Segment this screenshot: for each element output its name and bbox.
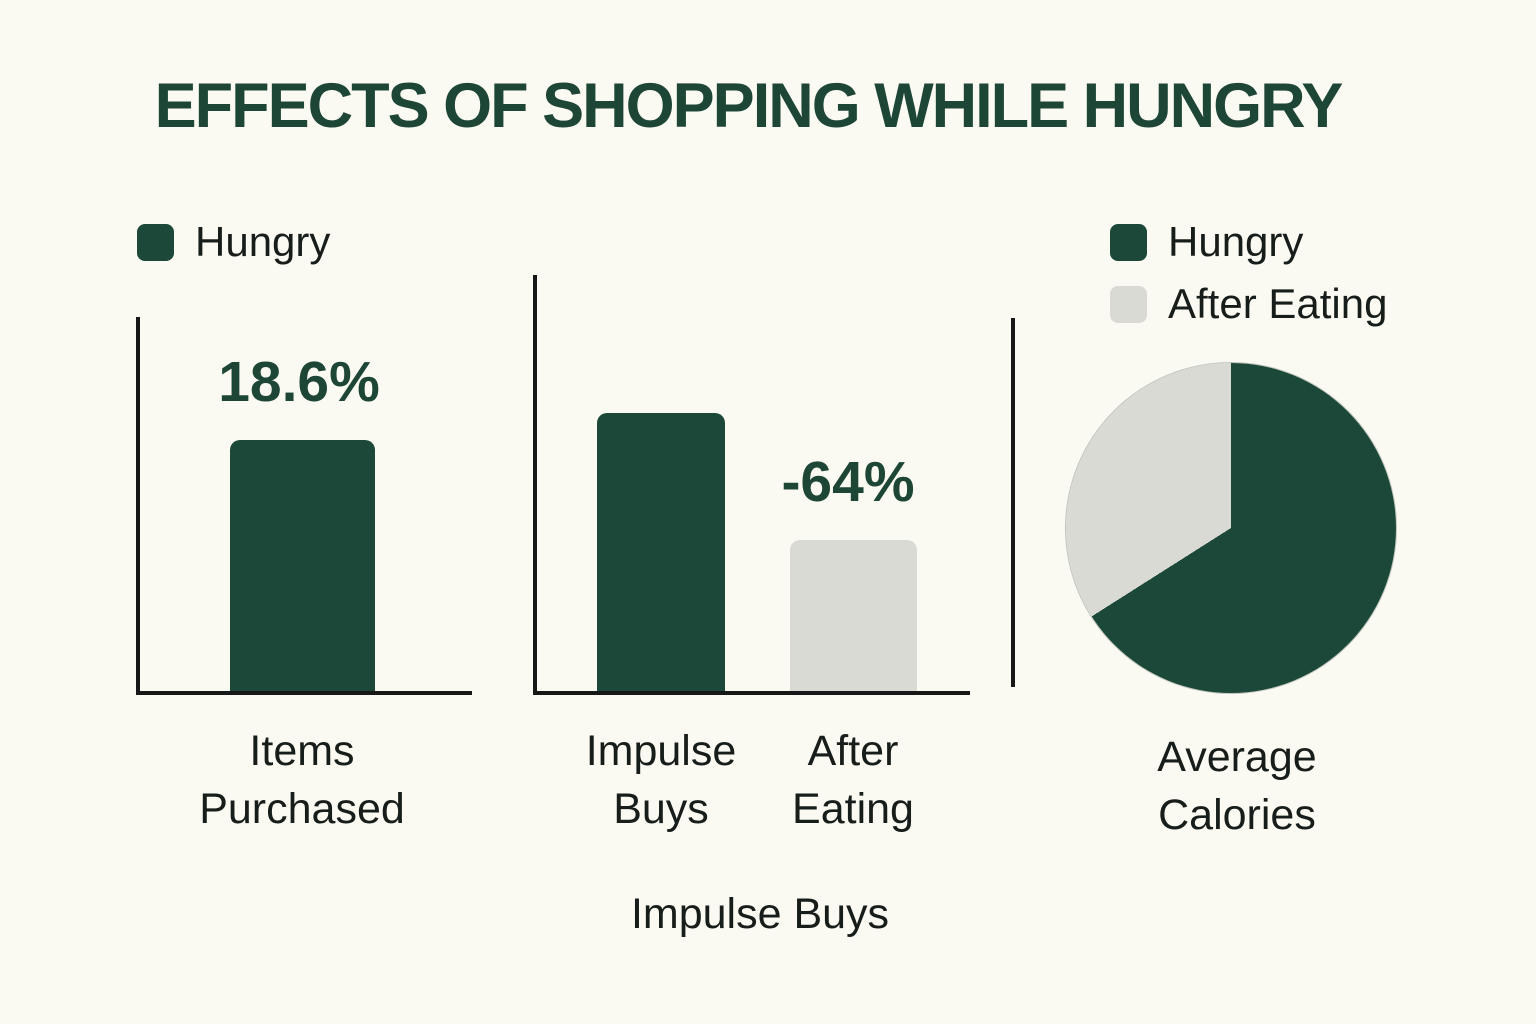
axis-label-line: Eating bbox=[792, 785, 914, 833]
axis-label-line: Items bbox=[249, 727, 355, 775]
axis-label-line: Purchased bbox=[199, 785, 405, 833]
legend-right-item-after-eating: After Eating bbox=[1110, 283, 1387, 325]
legend-swatch-after-eating-icon bbox=[1110, 285, 1147, 323]
middle-chart-x-axis bbox=[533, 691, 970, 695]
pie-average-calories bbox=[1066, 363, 1396, 693]
bar-impulse-buys-hungry bbox=[597, 413, 725, 691]
legend-swatch-hungry-icon bbox=[1110, 223, 1147, 261]
legend-left-item-hungry: Hungry bbox=[137, 221, 330, 263]
legend-right-item-hungry: Hungry bbox=[1110, 221, 1387, 263]
axis-label-line: Buys bbox=[613, 785, 709, 833]
legend-left: Hungry bbox=[137, 221, 330, 263]
bar-impulse-buys-after-eating bbox=[790, 540, 917, 691]
middle-chart-y-axis bbox=[533, 275, 537, 695]
axis-label-line: Calories bbox=[1158, 791, 1316, 839]
axis-label-line: Impulse bbox=[585, 727, 737, 775]
bar-items-purchased-hungry bbox=[230, 440, 375, 691]
page-title: EFFECTS OF SHOPPING WHILE HUNGRY bbox=[154, 71, 1344, 141]
axis-label-line: After bbox=[807, 727, 899, 775]
legend-left-label-hungry: Hungry bbox=[195, 218, 331, 265]
axis-label-line: Average bbox=[1157, 733, 1317, 781]
pie-panel-divider-axis bbox=[1011, 318, 1015, 687]
legend-swatch-hungry-icon bbox=[137, 223, 174, 261]
axis-label-impulse-buys: Impulse Buys bbox=[511, 722, 811, 838]
value-label-after-eating: -64% bbox=[781, 450, 915, 514]
axis-label-items-purchased: Items Purchased bbox=[152, 722, 452, 838]
left-chart-x-axis bbox=[136, 691, 472, 695]
legend-right-label-hungry: Hungry bbox=[1168, 218, 1304, 265]
x-axis-title-impulse-buys: Impulse Buys bbox=[630, 890, 890, 938]
legend-right-label-after-eating: After Eating bbox=[1168, 280, 1388, 327]
axis-label-after-eating: After Eating bbox=[703, 722, 1003, 838]
left-chart-y-axis bbox=[136, 317, 140, 695]
axis-label-average-calories: Average Calories bbox=[1087, 728, 1387, 844]
legend-right: Hungry After Eating bbox=[1110, 221, 1387, 325]
value-label-items-purchased: 18.6% bbox=[218, 350, 380, 414]
